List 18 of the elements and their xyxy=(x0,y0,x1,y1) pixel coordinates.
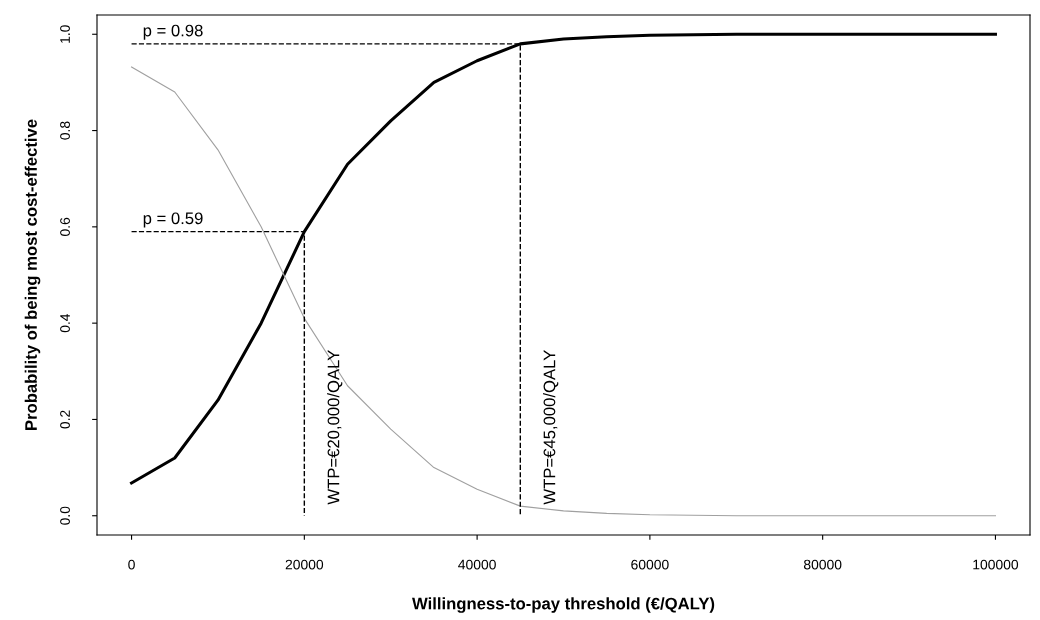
y-tick-label: 0.4 xyxy=(60,313,70,333)
x-tick-label: 0 xyxy=(128,559,135,570)
annotation: WTP=€45,000/QALY xyxy=(543,350,559,505)
y-tick-label: 0.0 xyxy=(60,506,70,525)
x-tick-label: 20000 xyxy=(285,559,324,570)
x-tick-label: 60000 xyxy=(631,559,669,570)
annotation: p = 0.59 xyxy=(143,212,203,228)
x-tick-label: 80000 xyxy=(803,559,842,570)
y-axis-title: Probability of being most cost-effective xyxy=(24,119,41,430)
annotation: p = 0.98 xyxy=(143,24,203,40)
y-tick-label: 0.6 xyxy=(60,217,70,236)
y-tick-label: 0.2 xyxy=(60,410,70,429)
x-tick-label: 100000 xyxy=(973,559,1019,570)
y-tick-label: 1.0 xyxy=(60,25,70,43)
x-tick-label: 40000 xyxy=(458,559,496,570)
annotation: WTP=€20,000/QALY xyxy=(327,350,343,505)
x-axis-title: Willingness-to-pay threshold (€/QALY) xyxy=(412,597,715,613)
y-tick-label: 0.8 xyxy=(60,121,70,140)
